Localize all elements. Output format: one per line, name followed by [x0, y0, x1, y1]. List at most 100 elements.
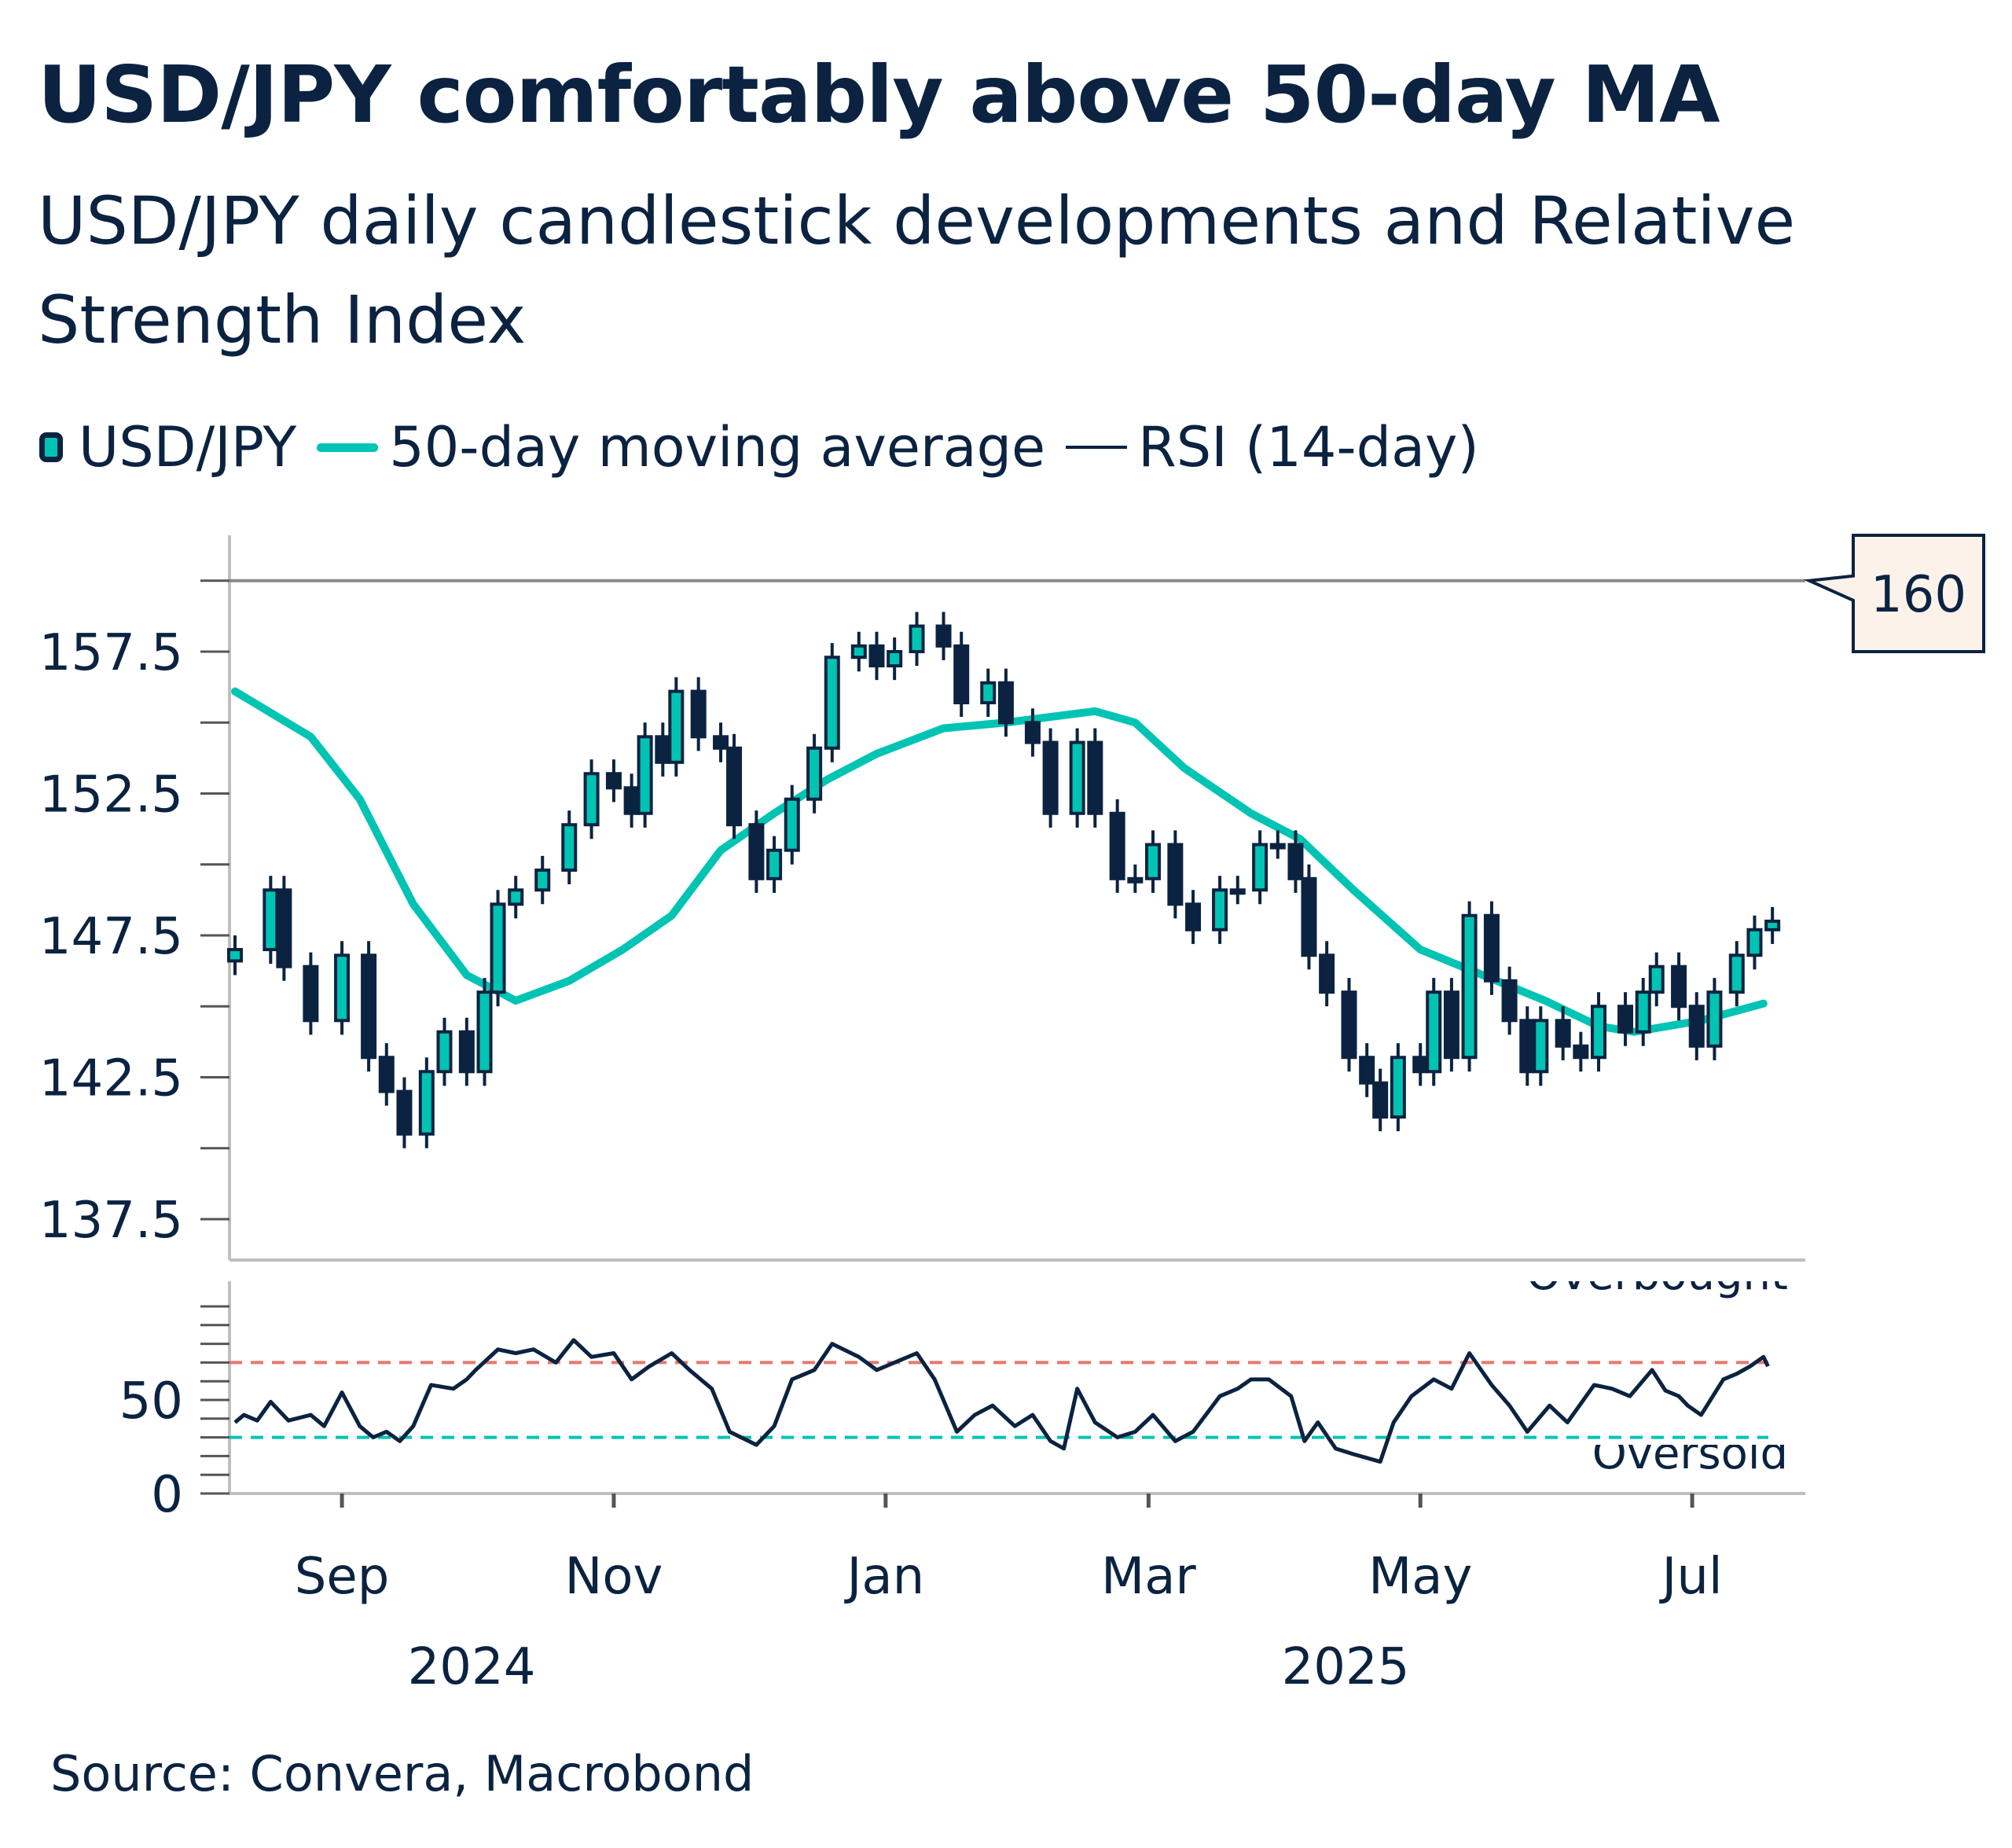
legend-item-usdjpy: USD/JPY	[39, 415, 296, 479]
candle-body	[726, 746, 743, 827]
candle-body	[303, 964, 319, 1023]
ma-line-swatch-icon	[317, 443, 379, 452]
rsi-y-tick-label: 50	[119, 1372, 183, 1431]
candle-body	[378, 1056, 395, 1093]
candle-body	[1269, 843, 1286, 850]
price-y-tick-label: 152.5	[39, 766, 183, 825]
candle-body	[534, 868, 551, 892]
candle-body	[334, 953, 351, 1023]
x-tick-label: Jul	[1658, 1548, 1722, 1606]
chart-title: USD/JPY comfortably above 50-day MA	[38, 49, 1720, 141]
oversold-label: Oversold	[1592, 1428, 1788, 1479]
candle-body	[1087, 740, 1103, 815]
callout-label: 160	[1871, 566, 1966, 624]
candle-body	[997, 681, 1014, 725]
candle-body	[1483, 913, 1500, 983]
candle-body	[690, 689, 707, 739]
candle-body	[748, 823, 765, 880]
candle-body	[583, 772, 600, 827]
candle-body	[1573, 1044, 1589, 1060]
candle-body	[887, 650, 903, 668]
overbought-label: Overbought	[1526, 1249, 1788, 1300]
candle-body	[1301, 876, 1317, 957]
candle-body	[623, 786, 640, 815]
candle-body	[1185, 902, 1202, 931]
candle-body	[276, 888, 292, 968]
year-label-2025: 2025	[1282, 1638, 1410, 1696]
candle-body	[1069, 740, 1085, 815]
candle-body	[1229, 888, 1246, 895]
candle-body	[1024, 721, 1041, 744]
candle-body	[1688, 1005, 1705, 1048]
candle-body	[1145, 843, 1162, 880]
candle-body	[436, 1030, 453, 1074]
candle-body	[1648, 964, 1665, 994]
candle-body	[1287, 843, 1304, 880]
candle-body	[1671, 964, 1687, 1009]
candlestick-swatch-icon	[39, 432, 63, 462]
candle-body	[953, 644, 970, 704]
candle-body	[1319, 953, 1335, 994]
candle-body	[1461, 913, 1478, 1060]
candle-body	[1212, 888, 1228, 931]
legend-item-ma: 50-day moving average	[317, 415, 1045, 479]
rsi-line	[233, 1338, 1770, 1464]
candle-body	[1127, 876, 1144, 884]
candle-body	[1390, 1056, 1406, 1119]
legend-label: USD/JPY	[79, 415, 297, 479]
candle-body	[850, 644, 867, 659]
candle-body	[1426, 990, 1442, 1074]
candle-body	[1764, 919, 1781, 931]
candle-body	[980, 681, 997, 704]
candle-body	[806, 746, 823, 801]
year-label-2024: 2024	[408, 1638, 536, 1696]
candle-body	[476, 990, 493, 1074]
candle-body	[1617, 1005, 1634, 1034]
x-tick-label: Sep	[295, 1548, 390, 1606]
candle-body	[668, 689, 685, 764]
legend-item-rsi: RSI (14-day)	[1066, 415, 1479, 479]
price-y-tick-label: 137.5	[39, 1192, 183, 1250]
price-y-tick-label: 157.5	[39, 624, 183, 682]
candle-body	[1635, 990, 1651, 1034]
candle-body	[1252, 843, 1269, 892]
candle-body	[766, 848, 783, 880]
candle-body	[1501, 979, 1518, 1023]
price-y-tick-label: 142.5	[39, 1050, 183, 1108]
candle-body	[824, 656, 840, 750]
candle-body	[1555, 1019, 1571, 1048]
callout-box	[1803, 534, 1985, 653]
candle-body	[1412, 1056, 1429, 1074]
candle-body	[490, 902, 506, 994]
candle-body	[1167, 843, 1184, 906]
candle-body	[1746, 928, 1763, 957]
candle-body	[1533, 1019, 1549, 1074]
ma-line	[231, 687, 1768, 1036]
candle-body	[655, 735, 671, 764]
rsi-y-tick-label: 0	[151, 1466, 183, 1524]
candle-body	[1359, 1056, 1375, 1085]
candle-body	[605, 772, 622, 790]
candle-body	[1372, 1081, 1389, 1119]
candle-body	[1728, 953, 1745, 994]
candle-body	[868, 644, 885, 668]
x-tick-label: Nov	[564, 1548, 663, 1606]
candle-body	[418, 1070, 435, 1136]
price-y-tick-label: 147.5	[39, 908, 183, 966]
candle-body	[458, 1030, 475, 1074]
candle-body	[909, 624, 925, 654]
candle-body	[1109, 811, 1125, 880]
candle-body	[1341, 990, 1357, 1060]
candle-body	[508, 888, 524, 906]
candle-body	[227, 948, 243, 963]
x-tick-label: May	[1368, 1548, 1472, 1606]
candle-body	[1519, 1019, 1536, 1074]
candle-body	[1706, 990, 1723, 1048]
candle-body	[637, 735, 653, 815]
candle-body	[784, 797, 800, 852]
legend: USD/JPY 50-day moving average RSI (14-da…	[39, 415, 1500, 479]
source-note: Source: Convera, Macrobond	[50, 1745, 754, 1802]
candle-body	[1443, 990, 1459, 1060]
candle-body	[935, 624, 952, 648]
